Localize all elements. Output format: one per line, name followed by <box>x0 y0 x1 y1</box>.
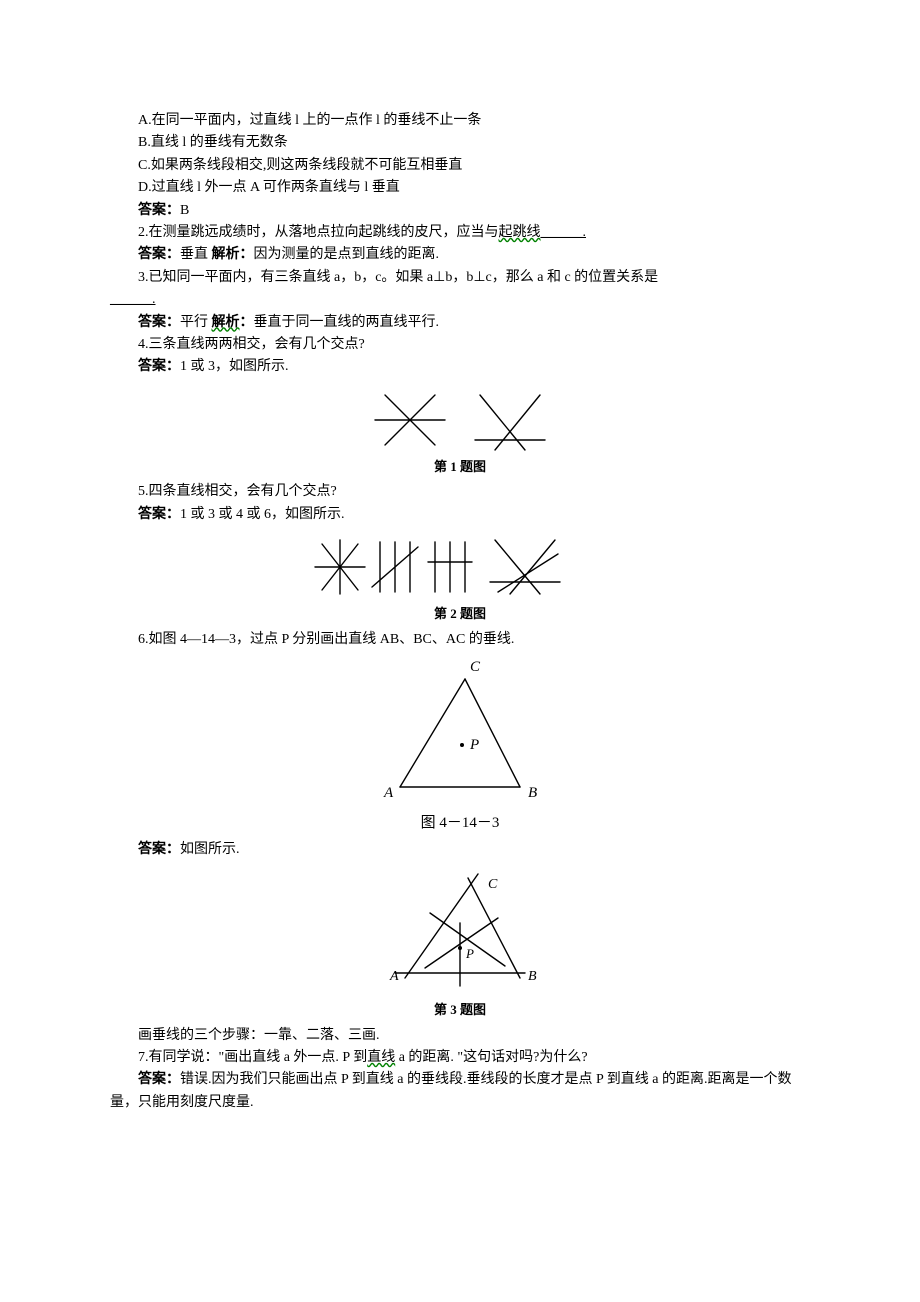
option-a: A.在同一平面内，过直线 l 上的一点作 l 的垂线不止一条 <box>110 110 810 132</box>
svg-text:C: C <box>488 877 498 892</box>
answer-3-colon: ： <box>240 315 254 330</box>
answer-7: 答案：错误.因为我们只能画出点 P 到直线 a 的垂线段.垂线段的长度才是点 P… <box>110 1069 810 1114</box>
answer-2-label: 答案： <box>138 247 180 262</box>
answer-3-label: 答案： <box>138 315 180 330</box>
question-3-blank: ______. <box>110 292 156 307</box>
figure-1-caption: 第 1 题图 <box>110 457 810 478</box>
note-6: 画垂线的三个步骤：一靠、二落、三画. <box>110 1025 810 1047</box>
question-7-text-a: 7.有同学说："画出直线 a 外一点. P 到 <box>138 1050 367 1065</box>
answer-2-value: 垂直 <box>180 247 212 262</box>
answer-3: 答案：平行 解析：垂直于同一直线的两直线平行. <box>110 312 810 334</box>
option-c: C.如果两条线段相交,则这两条线段就不可能互相垂直 <box>110 155 810 177</box>
answer-4-value: 1 或 3，如图所示. <box>180 359 289 374</box>
figure-4-caption: 第 3 题图 <box>110 1000 810 1021</box>
figure-2-caption: 第 2 题图 <box>110 604 810 625</box>
page-root: A.在同一平面内，过直线 l 上的一点作 l 的垂线不止一条 B.直线 l 的垂… <box>0 0 920 1302</box>
question-7-underline: 直线 <box>367 1050 395 1065</box>
figure-3-caption: 图 4－14－3 <box>110 811 810 835</box>
answer-1-value: B <box>180 203 189 218</box>
answer-6-label: 答案： <box>138 842 180 857</box>
svg-text:A: A <box>389 969 399 984</box>
answer-5-label: 答案： <box>138 507 180 522</box>
question-5: 5.四条直线相交，会有几个交点? <box>110 481 810 503</box>
answer-5: 答案：1 或 3 或 4 或 6，如图所示. <box>110 504 810 526</box>
answer-3-explain-label: 解析 <box>212 315 240 330</box>
svg-text:A: A <box>383 785 394 801</box>
figure-1-svg <box>365 385 555 455</box>
answer-1: 答案：B <box>110 200 810 222</box>
question-3: 3.已知同一平面内，有三条直线 a，b，c。如果 a⊥b，b⊥c，那么 a 和 … <box>110 267 810 289</box>
option-d: D.过直线 l 外一点 A 可作两条直线与 l 垂直 <box>110 177 810 199</box>
answer-4: 答案：1 或 3，如图所示. <box>110 356 810 378</box>
answer-3-value: 平行 <box>180 315 212 330</box>
answer-6-value: 如图所示. <box>180 842 240 857</box>
svg-text:P: P <box>469 737 479 753</box>
answer-6: 答案：如图所示. <box>110 839 810 861</box>
question-4: 4.三条直线两两相交，会有几个交点? <box>110 334 810 356</box>
figure-1-wrap: 第 1 题图 <box>110 385 810 478</box>
figure-3-svg: C A B P <box>370 657 550 807</box>
question-7: 7.有同学说："画出直线 a 外一点. P 到直线 a 的距离. "这句话对吗?… <box>110 1047 810 1069</box>
answer-2-explain-label: 解析： <box>212 247 254 262</box>
question-2-underline: 起跳线 <box>499 225 541 240</box>
answer-5-value: 1 或 3 或 4 或 6，如图所示. <box>180 507 345 522</box>
answer-2-explain: 因为测量的是点到直线的距离. <box>254 247 440 262</box>
answer-1-label: 答案： <box>138 203 180 218</box>
svg-text:C: C <box>470 659 481 675</box>
question-2-blank: ______. <box>541 225 587 240</box>
answer-4-label: 答案： <box>138 359 180 374</box>
svg-text:B: B <box>528 969 537 984</box>
question-2: 2.在测量跳远成绩时，从落地点拉向起跳线的皮尺，应当与起跳线______. <box>110 222 810 244</box>
answer-7-value: 错误.因为我们只能画出点 P 到直线 a 的垂线段.垂线段的长度才是点 P 到直… <box>110 1072 791 1109</box>
question-6: 6.如图 4—14—3，过点 P 分别画出直线 AB、BC、AC 的垂线. <box>110 629 810 651</box>
figure-2-svg <box>310 532 610 602</box>
figure-3-wrap: C A B P 图 4－14－3 <box>110 657 810 835</box>
answer-3-explain: 垂直于同一直线的两直线平行. <box>254 315 440 330</box>
figure-2-wrap: 第 2 题图 <box>110 532 810 625</box>
figure-4-svg: C A B P <box>370 868 550 998</box>
svg-text:P: P <box>465 946 474 961</box>
question-2-text-a: 2.在测量跳远成绩时，从落地点拉向起跳线的皮尺，应当与 <box>138 225 499 240</box>
svg-text:B: B <box>528 785 537 801</box>
figure-4-wrap: C A B P 第 3 题图 <box>110 868 810 1021</box>
answer-2: 答案：垂直 解析：因为测量的是点到直线的距离. <box>110 244 810 266</box>
option-b: B.直线 l 的垂线有无数条 <box>110 132 810 154</box>
question-3-blank-line: ______. <box>110 289 810 311</box>
question-7-text-b: a 的距离. "这句话对吗?为什么? <box>395 1050 587 1065</box>
answer-7-label: 答案： <box>138 1072 180 1087</box>
